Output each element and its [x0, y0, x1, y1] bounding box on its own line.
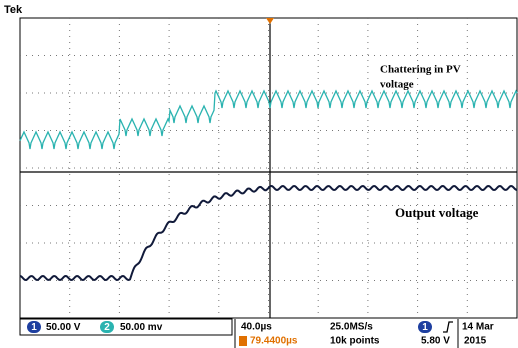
- sample-rate: 25.0MS/s: [330, 322, 373, 333]
- trigger-level: 5.80 V: [421, 336, 450, 347]
- oscilloscope-screen: Tek Chattering in PV voltage Output volt…: [0, 0, 518, 348]
- ch1-scale: 50.00 V: [46, 322, 81, 333]
- trigger-position: 79.4400µs: [250, 336, 298, 347]
- annotation: Chattering in PV: [380, 64, 461, 76]
- ch2-scale: 50.00 mv: [120, 322, 163, 333]
- annotation: voltage: [380, 79, 414, 91]
- ch1-badge: 1: [31, 322, 37, 333]
- trigger-pos-icon: [239, 336, 247, 346]
- timebase: 40.0µs: [241, 322, 272, 333]
- year: 2015: [464, 336, 487, 347]
- brand: Tek: [4, 4, 23, 16]
- trigger-badge: 1: [422, 322, 428, 333]
- record-length: 10k points: [330, 336, 380, 347]
- annotation: Output voltage: [395, 205, 479, 220]
- date: 14 Mar: [462, 322, 494, 333]
- ch2-badge: 2: [104, 322, 110, 333]
